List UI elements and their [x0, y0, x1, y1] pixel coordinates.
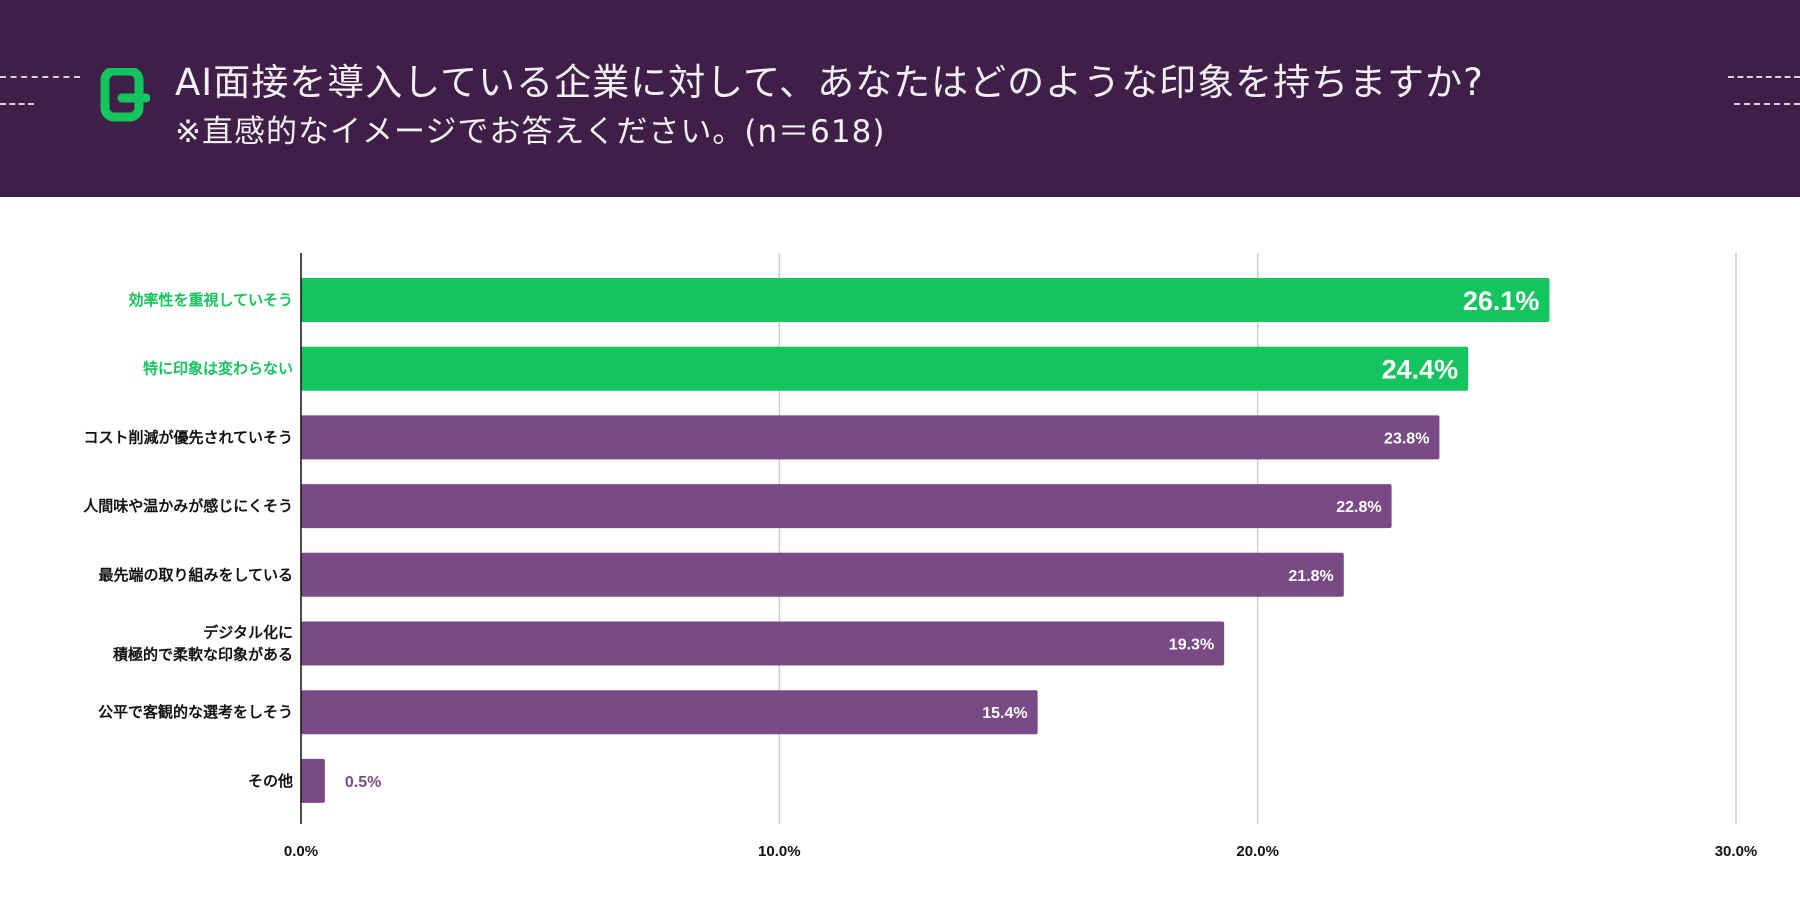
decorative-dash — [0, 76, 80, 78]
value-label: 15.4% — [982, 705, 1027, 722]
decorative-dash — [1734, 103, 1800, 105]
bar — [301, 552, 1344, 597]
x-tick-label: 20.0% — [1236, 843, 1279, 860]
value-label: 19.3% — [1169, 637, 1214, 654]
bar — [301, 484, 1392, 529]
bar — [301, 758, 325, 803]
category-label: 効率性を重視していそう — [128, 291, 293, 309]
decorative-dash — [1728, 76, 1800, 78]
category-label: コスト削減が優先されていそう — [83, 428, 293, 446]
bar-chart: 0.0% 10.0% 20.0% 30.0% 効率性を重視していそう 26.1% 特に印象は… — [83, 253, 1758, 860]
header: AI面接を導入している企業に対して、あなたはどのような印象を持ちますか? ※直感… — [0, 0, 1800, 197]
value-label: 26.1% — [1463, 286, 1540, 316]
x-tick-label: 10.0% — [758, 843, 801, 860]
value-label: 24.4% — [1382, 355, 1459, 385]
bar — [301, 415, 1440, 460]
q-logo-icon — [100, 68, 150, 122]
category-label: その他 — [248, 772, 293, 790]
value-label: 0.5% — [345, 774, 381, 791]
chart-subtitle: ※直感的なイメージでお答えください。(n＝618) — [175, 114, 886, 150]
x-tick-label: 30.0% — [1715, 843, 1758, 860]
bar — [301, 621, 1225, 666]
bar — [301, 278, 1550, 322]
value-label: 22.8% — [1336, 499, 1381, 516]
bar — [301, 346, 1469, 391]
decorative-dash — [0, 103, 34, 105]
bar — [301, 690, 1038, 735]
category-label: 最先端の取り組みをしている — [98, 566, 293, 584]
chart-title: AI面接を導入している企業に対して、あなたはどのような印象を持ちますか? — [175, 61, 1484, 104]
value-label: 23.8% — [1384, 430, 1429, 447]
x-tick-label: 0.0% — [284, 843, 318, 860]
category-label: 特に印象は変わらない — [143, 360, 293, 378]
category-label: デジタル化に積極的で柔軟な印象がある — [112, 624, 293, 664]
category-label: 公平で客観的な選考をしそう — [98, 703, 293, 721]
category-label: 人間味や温かみが感じにくそう — [83, 497, 293, 515]
value-label: 21.8% — [1288, 568, 1333, 585]
